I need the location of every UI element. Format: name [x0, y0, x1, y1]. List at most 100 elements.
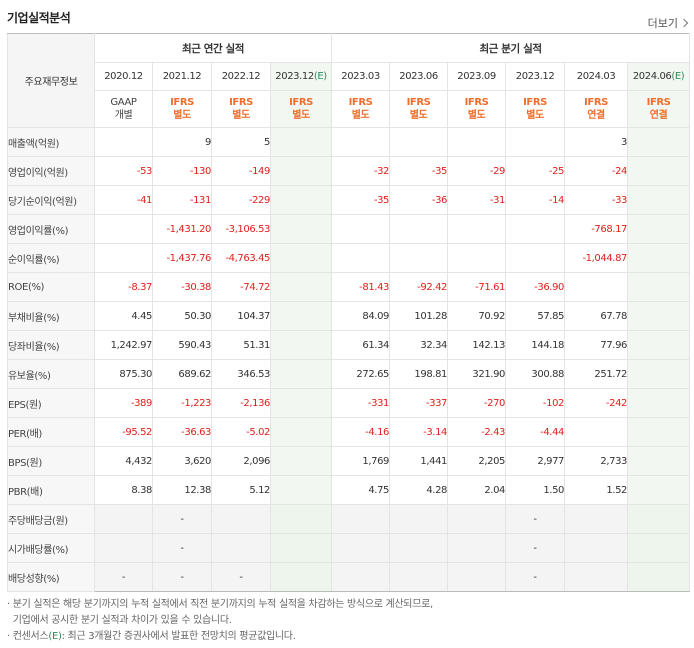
table-cell: -35: [389, 156, 449, 186]
table-cell: 272.65: [331, 359, 391, 389]
table-cell: -92.42: [389, 272, 449, 302]
table-cell: 1.50: [505, 475, 566, 505]
table-cell: 2,096: [211, 446, 271, 476]
table-cell: 346.53: [211, 359, 271, 389]
table-cell: 4.75: [331, 475, 391, 505]
accounting-standard-header: IFRS 별도: [505, 90, 566, 128]
table-cell: 142.13: [447, 330, 507, 360]
table-cell: 4.28: [389, 475, 449, 505]
standard-basis: 별도: [409, 110, 428, 121]
table-cell: -2.43: [447, 417, 507, 447]
table-cell: 689.62: [152, 359, 212, 389]
accounting-standard-header: IFRS 별도: [211, 90, 271, 128]
table-row: 당기순이익(억원) -41 -131 -229 -35 -36 -31 -14 -33: [7, 185, 691, 215]
table-cell: -: [505, 504, 566, 534]
table-cell: [94, 214, 153, 244]
table-cell: 251.72: [564, 359, 629, 389]
standard-basis: 연결: [649, 110, 668, 121]
corner-header: 주요재무정보: [7, 33, 95, 128]
table-cell: -3,106.53: [211, 214, 271, 244]
table-cell: -768.17: [564, 214, 629, 244]
row-label: 당기순이익(억원): [7, 185, 95, 215]
table-cell: -229: [211, 185, 271, 215]
table-cell: [627, 301, 691, 331]
table-cell: 1,242.97: [94, 330, 153, 360]
table-cell: [627, 388, 691, 418]
table-cell: -: [152, 562, 212, 592]
period-header: 2022.12: [211, 62, 271, 91]
table-cell: 3: [564, 127, 629, 157]
table-cell: 1,441: [389, 446, 449, 476]
table-cell: -: [152, 533, 212, 563]
table-cell: 4.45: [94, 301, 153, 331]
table-cell: 77.96: [564, 330, 629, 360]
period-label: 2023.03: [341, 71, 380, 82]
table-cell: -4.44: [505, 417, 566, 447]
row-label: PBR(배): [7, 475, 95, 505]
table-cell: [269, 359, 333, 389]
table-cell: -8.37: [94, 272, 153, 302]
more-label: 더보기: [647, 17, 678, 30]
chevron-right-icon: [679, 18, 689, 28]
more-link[interactable]: 더보기: [647, 15, 689, 31]
standard-type: GAAP: [110, 97, 137, 108]
table-cell: 321.90: [447, 359, 507, 389]
row-label: 매출액(억원): [7, 127, 95, 157]
table-cell: -30.38: [152, 272, 212, 302]
standard-type: IFRS: [406, 97, 431, 108]
period-label: 2020.12: [104, 71, 143, 82]
accounting-standard-header: IFRS 별도: [447, 90, 507, 128]
row-label: ROE(%): [7, 272, 95, 302]
row-label: 유보율(%): [7, 359, 95, 389]
table-cell: [94, 533, 153, 563]
standard-type: IFRS: [229, 97, 253, 108]
table-cell: -1,437.76: [152, 243, 212, 273]
table-cell: 67.78: [564, 301, 629, 331]
period-header: 2023.09: [447, 62, 507, 91]
table-row: 영업이익률(%) -1,431.20 -3,106.53 -768.17: [7, 214, 691, 244]
table-cell: [269, 475, 333, 505]
table-cell: [269, 446, 333, 476]
accounting-standard-header: IFRS 별도: [152, 90, 212, 128]
row-label: PER(배): [7, 417, 95, 447]
period-header: 2021.12: [152, 62, 212, 91]
accounting-standard-header: GAAP 개별: [94, 90, 153, 128]
row-label: BPS(원): [7, 446, 95, 476]
table-cell: 61.34: [331, 330, 391, 360]
table-cell: [94, 243, 153, 273]
table-cell: [94, 504, 153, 534]
table-row: 당좌비율(%) 1,242.97 590.43 51.31 61.34 32.34 142.…: [7, 330, 691, 360]
period-header: 2023.06: [389, 62, 449, 91]
row-label: 순이익률(%): [7, 243, 95, 273]
table-cell: -2,136: [211, 388, 271, 418]
period-label: 2021.12: [162, 71, 202, 82]
table-row: PBR(배) 8.38 12.38 5.12 4.75 4.28 2.04 1.50 1.52: [7, 475, 691, 505]
table-cell: [627, 214, 691, 244]
table-cell: -29: [447, 156, 507, 186]
table-cell: [269, 388, 333, 418]
table-cell: [627, 475, 691, 505]
table-cell: [269, 272, 333, 302]
standard-type: IFRS: [464, 97, 489, 108]
estimate-mark: (E): [313, 71, 327, 82]
period-header: 2024.03: [564, 62, 629, 91]
standard-type: IFRS: [348, 97, 373, 108]
table-cell: [627, 533, 691, 563]
table-cell: [389, 127, 449, 157]
table-cell: [389, 533, 449, 563]
table-cell: -149: [211, 156, 271, 186]
footnote-consensus: · 컨센서스(E): 최근 3개월간 증권사에서 발표한 전망치의 평균값입니다…: [7, 631, 296, 642]
table-cell: 12.38: [152, 475, 212, 505]
table-cell: [627, 359, 691, 389]
table-cell: -337: [389, 388, 449, 418]
table-cell: -14: [505, 185, 566, 215]
row-label: EPS(원): [7, 388, 95, 418]
period-label: 2023.12: [515, 71, 555, 82]
table-cell: -31: [447, 185, 507, 215]
table-cell: [627, 330, 691, 360]
table-cell: [269, 214, 333, 244]
table-row: 시가배당률(%) - -: [7, 533, 691, 563]
table-cell: [269, 330, 333, 360]
table-cell: -242: [564, 388, 629, 418]
table-cell: 2.04: [447, 475, 507, 505]
